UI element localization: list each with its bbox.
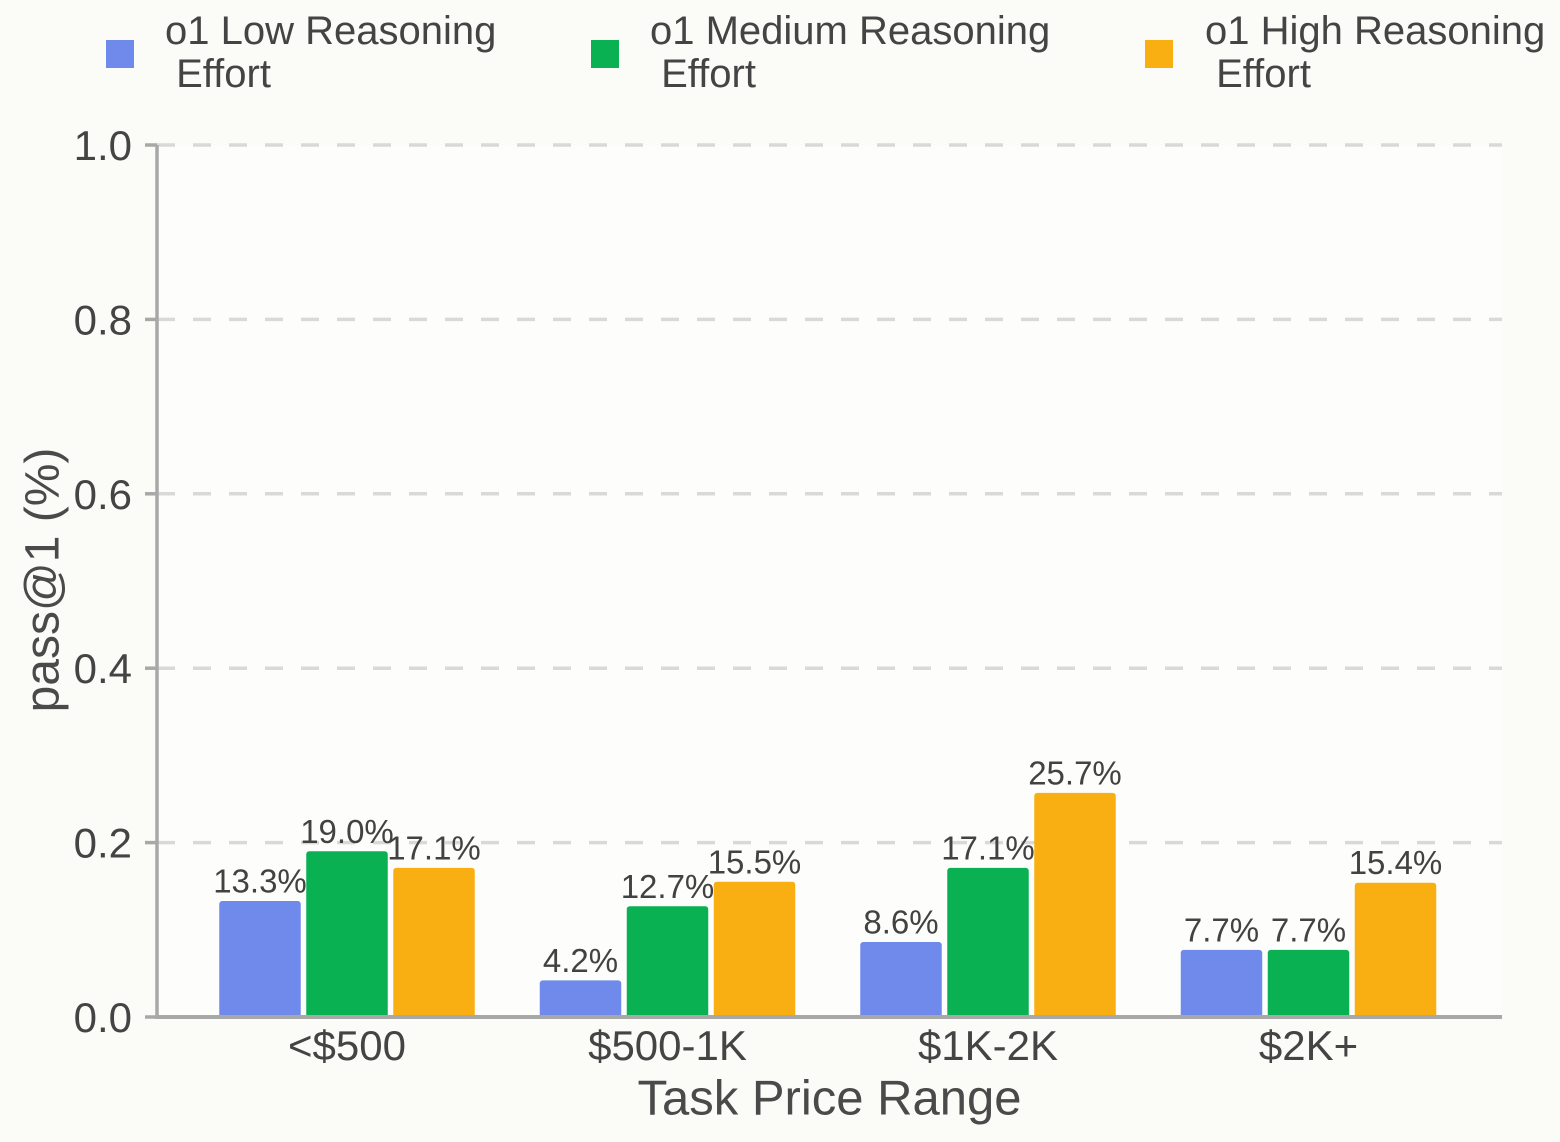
svg-text:Effort: Effort bbox=[650, 52, 756, 96]
svg-text:0.0: 0.0 bbox=[74, 994, 132, 1041]
svg-text:17.1%: 17.1% bbox=[941, 829, 1035, 866]
svg-text:7.7%: 7.7% bbox=[1271, 911, 1346, 948]
svg-text:0.8: 0.8 bbox=[74, 296, 132, 343]
svg-text:13.3%: 13.3% bbox=[213, 863, 307, 900]
svg-text:0.2: 0.2 bbox=[74, 820, 132, 867]
svg-text:4.2%: 4.2% bbox=[543, 942, 618, 979]
svg-text:<$500: <$500 bbox=[288, 1022, 406, 1069]
svg-text:15.5%: 15.5% bbox=[708, 843, 802, 880]
svg-text:$500-1K: $500-1K bbox=[588, 1022, 747, 1069]
svg-text:0.4: 0.4 bbox=[74, 645, 132, 692]
svg-text:0.6: 0.6 bbox=[74, 471, 132, 518]
svg-text:Effort: Effort bbox=[1205, 52, 1311, 96]
svg-text:Effort: Effort bbox=[165, 52, 271, 96]
svg-text:$2K+: $2K+ bbox=[1259, 1022, 1358, 1069]
svg-text:Task Price Range: Task Price Range bbox=[637, 1072, 1021, 1126]
svg-text:12.7%: 12.7% bbox=[621, 868, 715, 905]
svg-text:19.0%: 19.0% bbox=[300, 813, 394, 850]
svg-text:7.7%: 7.7% bbox=[1184, 911, 1259, 948]
svg-text:8.6%: 8.6% bbox=[863, 904, 938, 941]
svg-text:o1 Medium Reasoning: o1 Medium Reasoning bbox=[650, 9, 1050, 53]
svg-text:o1 Low Reasoning: o1 Low Reasoning bbox=[165, 9, 496, 53]
svg-text:15.4%: 15.4% bbox=[1349, 844, 1443, 881]
svg-text:25.7%: 25.7% bbox=[1028, 754, 1122, 791]
svg-text:1.0: 1.0 bbox=[74, 122, 132, 169]
svg-text:o1 High Reasoning: o1 High Reasoning bbox=[1205, 9, 1545, 53]
svg-text:pass@1 (%): pass@1 (%) bbox=[17, 448, 70, 713]
svg-text:$1K-2K: $1K-2K bbox=[918, 1022, 1058, 1069]
svg-text:17.1%: 17.1% bbox=[387, 829, 481, 866]
